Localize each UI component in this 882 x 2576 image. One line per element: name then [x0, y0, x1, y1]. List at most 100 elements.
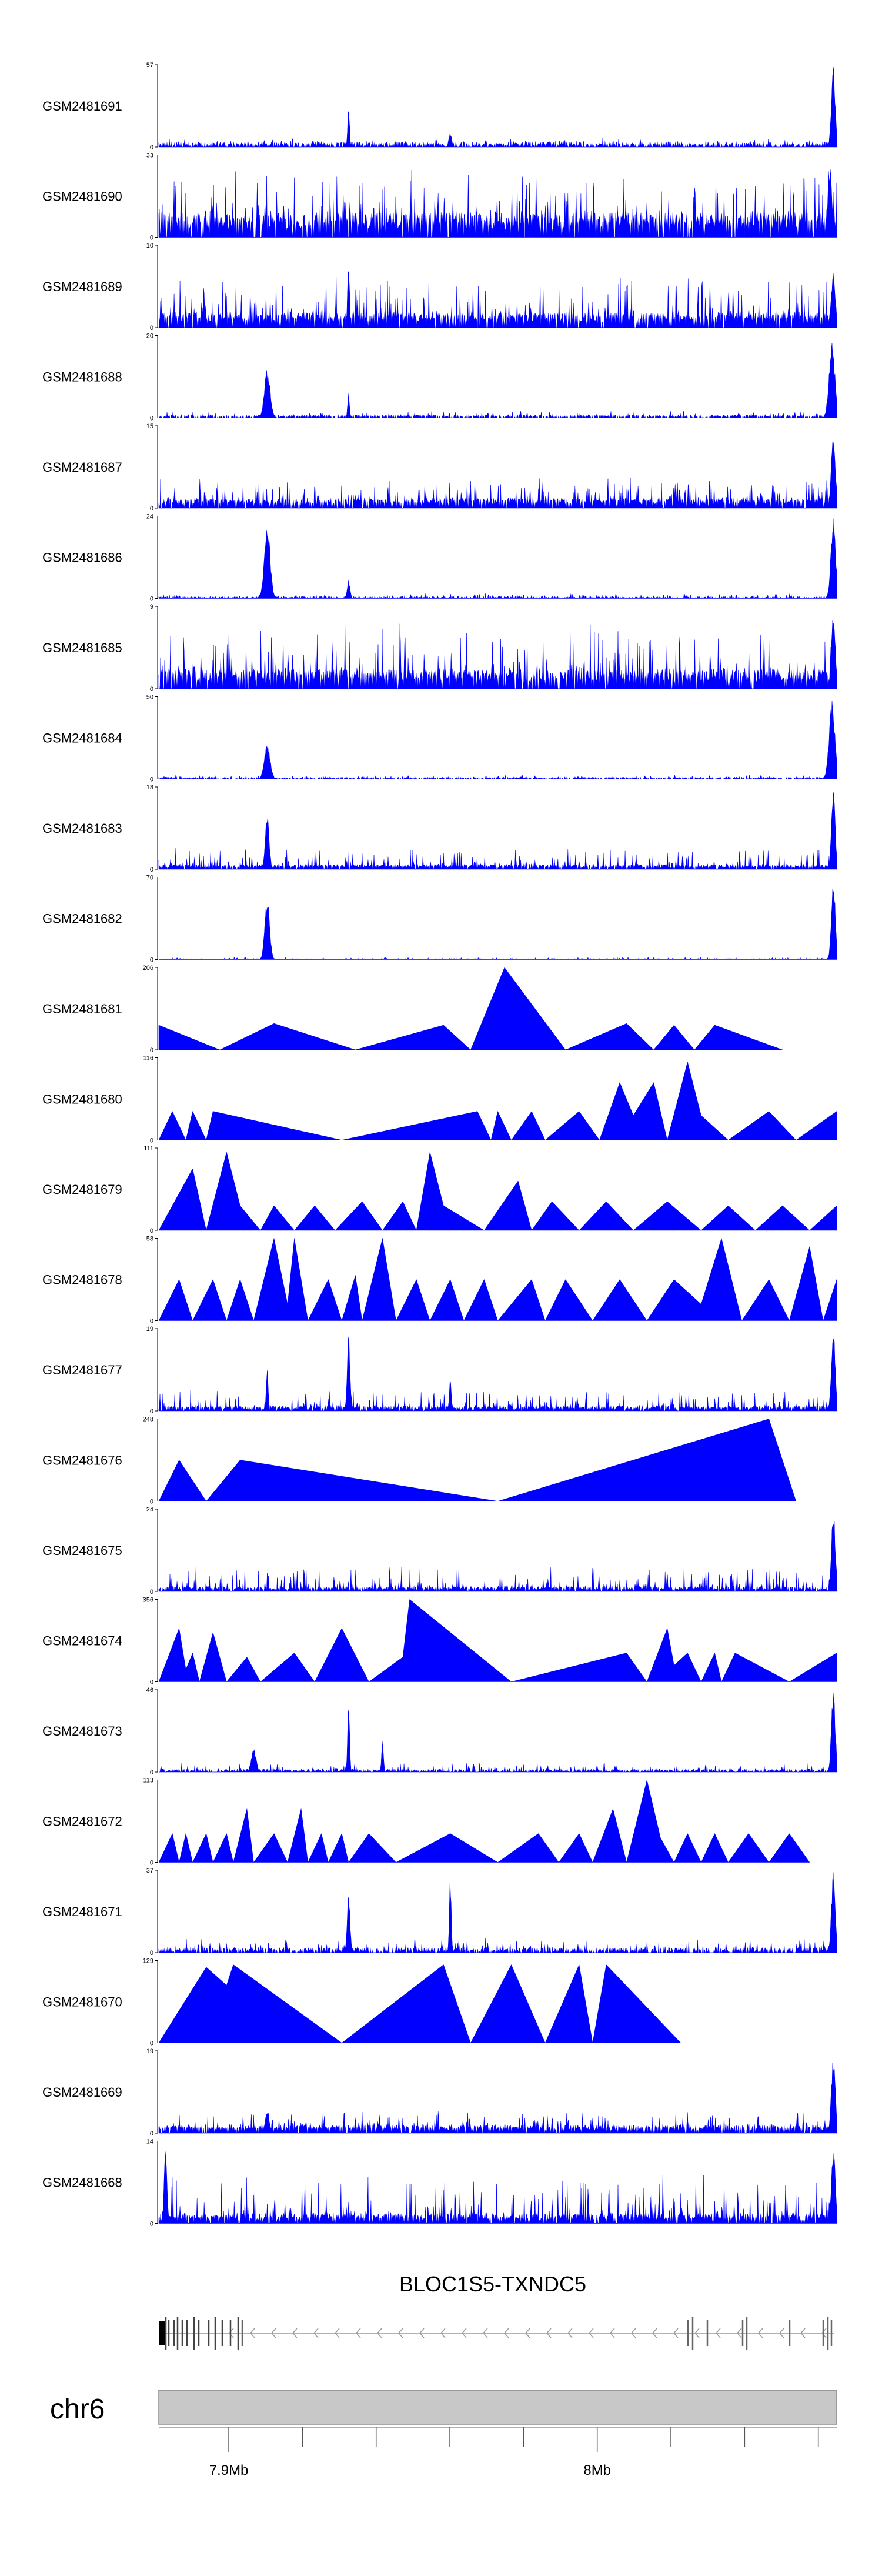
track-GSM2481672: GSM2481672 113 0: [42, 1777, 810, 1867]
y-min-label: 0: [150, 505, 153, 512]
track-label: GSM2481677: [42, 1363, 122, 1377]
y-max-label: 18: [146, 784, 153, 791]
y-max-label: 356: [143, 1597, 153, 1604]
gene-model: [159, 2317, 834, 2350]
coverage-area: [158, 1521, 837, 1592]
strand-arrow: [229, 2328, 234, 2338]
y-min-label: 0: [150, 1047, 153, 1054]
y-max-label: 248: [143, 1416, 153, 1423]
strand-arrow: [483, 2328, 488, 2338]
utr-block: [159, 2321, 165, 2345]
coverage-area: [158, 1152, 837, 1231]
strand-arrow: [440, 2328, 446, 2338]
strand-arrow: [462, 2328, 467, 2338]
track-GSM2481678: GSM2481678 58 0: [42, 1236, 837, 1325]
strand-arrow: [673, 2328, 679, 2338]
track-label: GSM2481682: [42, 912, 122, 926]
y-min-label: 0: [150, 1679, 153, 1686]
coverage-area: [158, 271, 837, 328]
gene-model-track: BLOC1S5-TXNDC5: [159, 2272, 834, 2350]
coverage-area: [158, 1692, 837, 1773]
track-label: GSM2481672: [42, 1814, 122, 1829]
coverage-area: [158, 1336, 837, 1412]
coverage-area: [158, 792, 837, 870]
ideogram-track: chr6: [50, 2390, 837, 2425]
track-GSM2481671: GSM2481671 37 0: [42, 1867, 837, 1957]
strand-arrow: [694, 2328, 700, 2338]
y-max-label: 19: [146, 1326, 153, 1333]
y-min-label: 0: [150, 325, 153, 332]
track-GSM2481685: GSM2481685 9 0: [42, 603, 837, 693]
track-GSM2481673: GSM2481673 46 0: [42, 1687, 837, 1776]
y-min-label: 0: [150, 1499, 153, 1506]
strand-arrow: [821, 2328, 827, 2338]
strand-arrow: [292, 2328, 298, 2338]
y-min-label: 0: [150, 2040, 153, 2047]
track-label: GSM2481679: [42, 1182, 122, 1197]
strand-arrow: [631, 2328, 636, 2338]
strand-arrow: [398, 2328, 403, 2338]
track-GSM2481680: GSM2481680 116 0: [42, 1055, 837, 1144]
chromosome-label: chr6: [50, 2394, 105, 2425]
strand-arrow: [313, 2328, 319, 2338]
y-max-label: 15: [146, 423, 153, 430]
strand-arrow: [610, 2328, 615, 2338]
strand-arrow: [589, 2328, 594, 2338]
coverage-area: [158, 2062, 837, 2134]
track-GSM2481683: GSM2481683 18 0: [42, 784, 837, 873]
y-max-label: 10: [146, 242, 153, 249]
y-min-label: 0: [150, 144, 153, 151]
track-GSM2481677: GSM2481677 19 0: [42, 1326, 837, 1415]
y-min-label: 0: [150, 1950, 153, 1957]
coverage-area: [158, 1780, 810, 1863]
y-min-label: 0: [150, 1318, 153, 1325]
y-max-label: 33: [146, 152, 153, 159]
genome-axis: 7.9Mb 8Mb: [159, 2427, 837, 2478]
y-max-label: 37: [146, 1867, 153, 1874]
track-GSM2481674: GSM2481674 356 0: [42, 1597, 837, 1686]
y-max-label: 50: [146, 694, 153, 701]
strand-arrow: [652, 2328, 657, 2338]
track-GSM2481679: GSM2481679 111 0: [42, 1145, 837, 1234]
track-label: GSM2481684: [42, 731, 122, 746]
track-label: GSM2481686: [42, 550, 122, 565]
strand-arrow: [758, 2328, 763, 2338]
y-min-label: 0: [150, 235, 153, 242]
coverage-area: [158, 1238, 837, 1321]
track-GSM2481684: GSM2481684 50 0: [42, 694, 837, 783]
strand-arrow: [250, 2328, 255, 2338]
track-label: GSM2481683: [42, 821, 122, 836]
coverage-area: [158, 442, 837, 509]
y-max-label: 14: [146, 2138, 153, 2145]
strand-arrow: [504, 2328, 509, 2338]
y-max-label: 46: [146, 1687, 153, 1694]
coverage-area: [158, 889, 837, 960]
y-max-label: 9: [150, 603, 153, 610]
strand-arrow: [737, 2328, 742, 2338]
track-label: GSM2481669: [42, 2085, 122, 2100]
coverage-area: [158, 967, 783, 1050]
y-min-label: 0: [150, 686, 153, 693]
track-label: GSM2481685: [42, 640, 122, 655]
track-label: GSM2481674: [42, 1634, 122, 1649]
y-min-label: 0: [150, 1137, 153, 1144]
track-GSM2481668: GSM2481668 14 0: [42, 2138, 837, 2228]
y-min-label: 0: [150, 1227, 153, 1234]
y-max-label: 206: [143, 965, 153, 972]
coverage-area: [158, 620, 837, 689]
track-GSM2481690: GSM2481690 33 0: [42, 152, 837, 242]
track-label: GSM2481676: [42, 1453, 122, 1468]
strand-arrow: [525, 2328, 530, 2338]
chromosome-band: [158, 2390, 837, 2425]
track-GSM2481676: GSM2481676 248 0: [42, 1416, 797, 1506]
track-label: GSM2481690: [42, 189, 122, 204]
y-min-label: 0: [150, 1589, 153, 1596]
coverage-area: [158, 1419, 797, 1501]
track-label: GSM2481675: [42, 1543, 122, 1558]
coverage-area: [158, 66, 837, 148]
coverage-area: [158, 1599, 837, 1682]
coverage-tracks: GSM2481691570GSM2481690330GSM2481689100G…: [42, 62, 837, 2228]
coverage-area: [158, 343, 837, 418]
track-label: GSM2481671: [42, 1904, 122, 1919]
